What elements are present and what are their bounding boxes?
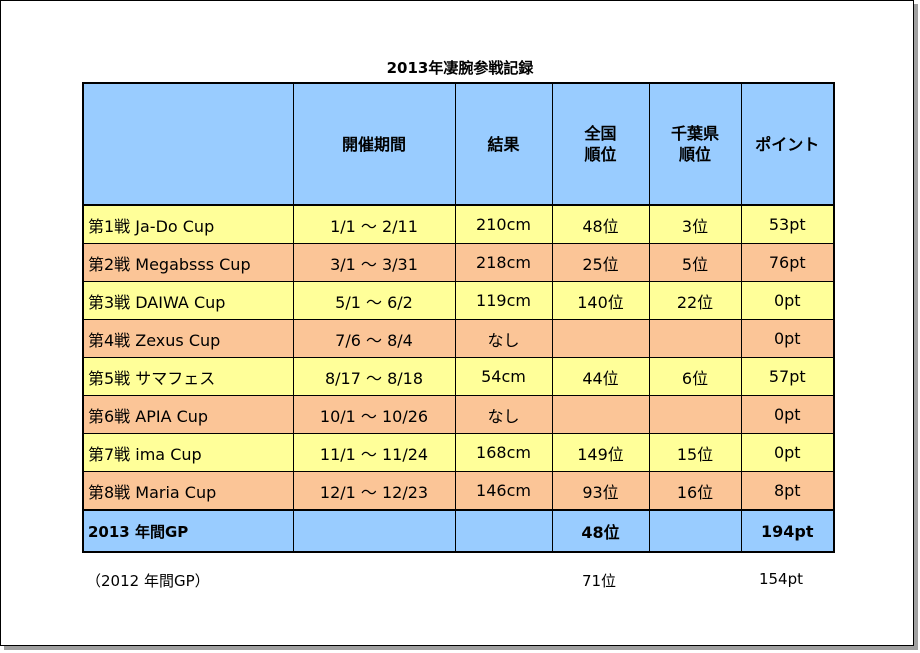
row-national-rank: 25位 — [551, 243, 650, 282]
row-national-rank — [551, 395, 650, 434]
previous-year-points: 154pt — [758, 570, 804, 588]
previous-year-national-rank: 71位 — [581, 572, 617, 590]
row-period: 1/1 ～ 2/11 — [292, 204, 456, 244]
table-row: 第7戦 ima Cup 11/1 ～ 11/24 168cm 149位 15位 0pt — [82, 433, 835, 472]
total-national-rank: 48位 — [551, 509, 650, 553]
header-national-rank: 全国 順位 — [551, 82, 650, 206]
row-chiba-rank: 5位 — [648, 243, 742, 282]
row-points: 0pt — [740, 319, 835, 358]
total-result — [454, 509, 553, 553]
total-row: 2013 年間GP 48位 194pt — [82, 509, 835, 553]
row-points: 76pt — [740, 243, 835, 282]
row-chiba-rank: 16位 — [648, 471, 742, 511]
table-row: 第4戦 Zexus Cup 7/6 ～ 8/4 なし 0pt — [82, 319, 835, 358]
row-result: 54cm — [454, 357, 553, 396]
header-period: 開催期間 — [292, 82, 456, 206]
row-period: 12/1 ～ 12/23 — [292, 471, 456, 511]
header-national-rank-line2: 順位 — [584, 145, 617, 164]
row-chiba-rank — [648, 395, 742, 434]
total-period — [292, 509, 456, 553]
header-blank-cell — [82, 82, 294, 206]
row-national-rank — [551, 319, 650, 358]
header-result-label: 結果 — [487, 134, 520, 154]
table-row: 第3戦 DAIWA Cup 5/1 ～ 6/2 119cm 140位 22位 0pt — [82, 281, 835, 320]
row-period: 11/1 ～ 11/24 — [292, 433, 456, 472]
page-title: 2013年凄腕参戦記録 — [386, 59, 534, 77]
row-result: なし — [454, 395, 553, 434]
row-period: 3/1 ～ 3/31 — [292, 243, 456, 282]
row-name: 第2戦 Megabsss Cup — [82, 243, 294, 282]
table-header-row: 開催期間 結果 全国順位 千葉県順位 ポイント — [82, 82, 835, 206]
total-chiba-rank — [648, 509, 742, 553]
table-row: 第6戦 APIA Cup 10/1 ～ 10/26 なし 0pt — [82, 395, 835, 434]
row-name: 第5戦 サマフェス — [82, 357, 294, 396]
row-name: 第6戦 APIA Cup — [82, 395, 294, 434]
row-national-rank: 149位 — [551, 433, 650, 472]
row-name: 第1戦 Ja-Do Cup — [82, 204, 294, 244]
row-name: 第7戦 ima Cup — [82, 433, 294, 472]
row-period: 7/6 ～ 8/4 — [292, 319, 456, 358]
row-national-rank: 93位 — [551, 471, 650, 511]
row-points: 0pt — [740, 281, 835, 320]
header-points: ポイント — [740, 82, 835, 206]
table-row: 第1戦 Ja-Do Cup 1/1 ～ 2/11 210cm 48位 3位 53pt — [82, 204, 835, 244]
row-points: 8pt — [740, 471, 835, 511]
row-result: 218cm — [454, 243, 553, 282]
row-name: 第8戦 Maria Cup — [82, 471, 294, 511]
table-row: 第2戦 Megabsss Cup 3/1 ～ 3/31 218cm 25位 5位 76pt — [82, 243, 835, 282]
total-points: 194pt — [740, 509, 835, 553]
row-national-rank: 44位 — [551, 357, 650, 396]
header-national-rank-line1: 全国 — [584, 124, 617, 143]
row-national-rank: 48位 — [551, 204, 650, 244]
row-national-rank: 140位 — [551, 281, 650, 320]
row-points: 0pt — [740, 433, 835, 472]
row-chiba-rank: 3位 — [648, 204, 742, 244]
row-name: 第4戦 Zexus Cup — [82, 319, 294, 358]
total-name: 2013 年間GP — [82, 509, 294, 553]
row-period: 10/1 ～ 10/26 — [292, 395, 456, 434]
table-row: 第5戦 サマフェス 8/17 ～ 8/18 54cm 44位 6位 57pt — [82, 357, 835, 396]
header-period-label: 開催期間 — [341, 134, 406, 154]
row-period: 5/1 ～ 6/2 — [292, 281, 456, 320]
row-result: なし — [454, 319, 553, 358]
row-chiba-rank: 22位 — [648, 281, 742, 320]
header-chiba-rank-line2: 順位 — [678, 145, 711, 164]
table-body: 第1戦 Ja-Do Cup 1/1 ～ 2/11 210cm 48位 3位 53pt 第2戦… — [82, 204, 835, 511]
header-points-label: ポイント — [755, 134, 820, 154]
header-chiba-rank: 千葉県 順位 — [648, 82, 742, 206]
row-chiba-rank: 6位 — [648, 357, 742, 396]
previous-year-label: （2012 年間GP） — [86, 572, 210, 590]
row-points: 0pt — [740, 395, 835, 434]
row-chiba-rank: 15位 — [648, 433, 742, 472]
row-result: 210cm — [454, 204, 553, 244]
header-result: 結果 — [454, 82, 553, 206]
table-row: 第8戦 Maria Cup 12/1 ～ 12/23 146cm 93位 16位 8pt — [82, 471, 835, 511]
row-result: 146cm — [454, 471, 553, 511]
row-points: 53pt — [740, 204, 835, 244]
row-points: 57pt — [740, 357, 835, 396]
row-period: 8/17 ～ 8/18 — [292, 357, 456, 396]
record-table: 開催期間 結果 全国順位 千葉県順位 ポイント 第1戦 Ja-Do Cup 1/1… — [82, 82, 835, 553]
row-chiba-rank — [648, 319, 742, 358]
row-result: 119cm — [454, 281, 553, 320]
row-name: 第3戦 DAIWA Cup — [82, 281, 294, 320]
header-chiba-rank-line1: 千葉県 — [670, 124, 719, 143]
row-result: 168cm — [454, 433, 553, 472]
